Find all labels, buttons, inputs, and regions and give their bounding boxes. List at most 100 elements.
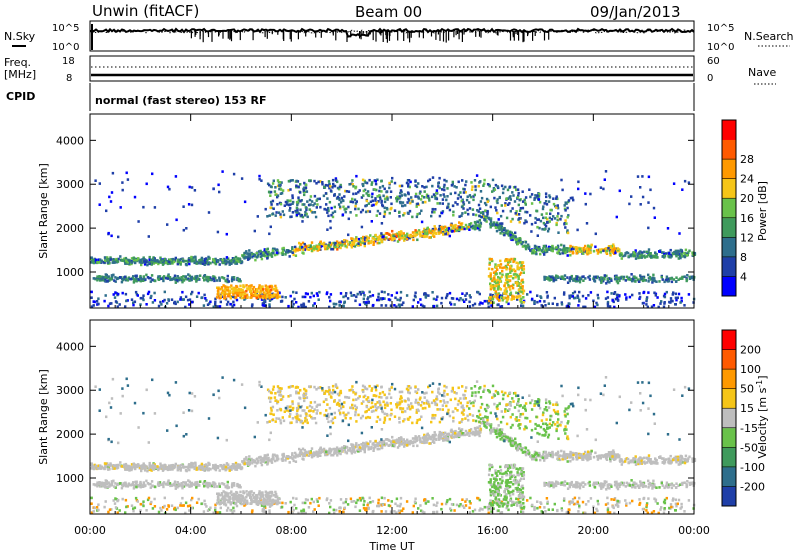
power-cell (271, 292, 274, 296)
power-cell (679, 256, 682, 260)
power-cell (478, 228, 481, 232)
power-cell (284, 296, 287, 299)
power-cell (331, 247, 334, 251)
power-cell (279, 215, 283, 219)
power-cell (97, 302, 100, 306)
power-cell (641, 279, 645, 283)
power-cell (291, 305, 294, 309)
power-cell (225, 232, 228, 236)
velocity-cell (241, 460, 245, 464)
power-cell (269, 190, 273, 194)
power-cell (495, 199, 499, 203)
power-cell (518, 237, 521, 240)
power-cell (116, 260, 120, 263)
power-cell (214, 276, 217, 280)
power-cell (243, 285, 246, 289)
power-cell (393, 237, 396, 240)
power-cell (423, 186, 426, 189)
power-cell (364, 236, 367, 240)
power-cell (573, 290, 577, 294)
power-cell (500, 204, 503, 207)
power-cell (434, 208, 437, 211)
power-cell (243, 292, 247, 296)
power-cell (143, 260, 146, 263)
power-cell (670, 299, 673, 303)
power-cell (167, 258, 171, 261)
power-cell (559, 277, 563, 280)
power-cell (259, 294, 262, 298)
velocity-cell (235, 466, 238, 469)
power-cell (230, 277, 234, 281)
power-cell (278, 291, 281, 295)
power-cell (265, 294, 268, 297)
power-cell (390, 180, 393, 183)
power-cell (303, 181, 306, 185)
power-cell (507, 260, 510, 264)
power-cell (238, 293, 242, 296)
power-cell (484, 209, 487, 212)
power-cell (576, 228, 579, 232)
power-cell (400, 303, 404, 307)
power-cell (351, 239, 354, 242)
power-cell (680, 299, 683, 303)
power-cell (488, 184, 491, 188)
power-cell (678, 254, 682, 258)
noise-left-tick-top: 10^5 (52, 23, 79, 34)
velocity-cell (230, 468, 233, 471)
power-cell (336, 248, 339, 251)
power-cell (462, 207, 465, 210)
velocity-cell (194, 464, 197, 468)
power-cell (433, 235, 436, 238)
power-cell (325, 292, 328, 296)
power-cell (447, 202, 450, 206)
date-title: 09/Jan/2013 (590, 3, 681, 21)
velocity-cell (195, 468, 198, 471)
power-cell (503, 289, 507, 293)
power-cell (151, 278, 154, 282)
power-cell (545, 291, 549, 294)
power-cell (268, 232, 271, 236)
power-cell (310, 200, 314, 203)
velocity-cell (169, 464, 172, 468)
power-cell (647, 248, 651, 251)
power-cell (605, 282, 608, 285)
power-cell (452, 210, 455, 214)
power-cell (326, 184, 330, 187)
power-cell (477, 210, 480, 213)
power-cell (300, 213, 303, 217)
power-cell (366, 236, 369, 240)
power-cell (398, 304, 401, 308)
velocity-cell (620, 463, 623, 466)
power-cell (628, 276, 631, 280)
cpid-text: normal (fast stereo) 153 RF (95, 94, 267, 107)
power-cell (521, 206, 525, 210)
power-cell (474, 185, 477, 188)
power-cell (226, 278, 229, 281)
velocity-cell (179, 469, 182, 472)
power-cell (464, 294, 467, 297)
power-cell (216, 230, 220, 234)
velocity-cell (495, 427, 499, 431)
power-cell (501, 228, 504, 231)
power-cell (243, 251, 247, 255)
power-cell (352, 185, 355, 188)
power-cell (410, 234, 413, 238)
power-cell (98, 275, 102, 279)
power-cell (521, 304, 525, 308)
power-cell (318, 242, 321, 246)
power-cell (381, 184, 385, 188)
power-cell (477, 184, 480, 188)
power-cell (518, 220, 521, 224)
power-cell (140, 259, 143, 262)
power-cell (456, 197, 460, 200)
power-cell (336, 186, 340, 190)
power-cell (195, 260, 198, 264)
power-cell (468, 201, 471, 204)
nave-label: Nave (748, 66, 776, 79)
power-cell (276, 203, 279, 206)
power-cell (506, 263, 510, 266)
power-cell (292, 200, 295, 204)
velocity-cell (374, 445, 377, 449)
power-cell (305, 206, 308, 210)
power-cell (442, 232, 445, 236)
